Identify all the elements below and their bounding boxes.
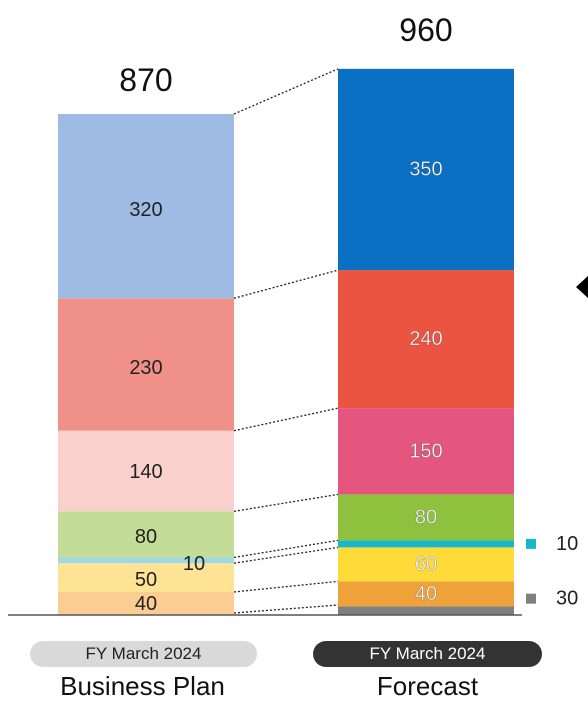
plan-value-label-5: 230 bbox=[129, 357, 162, 379]
connector-line-0 bbox=[233, 604, 339, 614]
connector-line-4 bbox=[233, 493, 339, 512]
side-marker-0 bbox=[526, 538, 536, 549]
plan-segment-0 bbox=[58, 591, 234, 615]
forecast-value-label-0: 40 bbox=[415, 583, 437, 605]
plan-value-label-2: 10 bbox=[183, 553, 205, 575]
connector-line-1 bbox=[233, 580, 339, 593]
side-label-1: 30 bbox=[556, 588, 578, 610]
plan-segment-4 bbox=[58, 430, 234, 512]
forecast-value-label-4: 240 bbox=[409, 328, 442, 350]
plan-period-pill: FY March 2024 bbox=[30, 641, 257, 667]
forecast-period-pill: FY March 2024 bbox=[313, 641, 542, 667]
side-label-0: 10 bbox=[556, 533, 578, 555]
plan-segment-5 bbox=[58, 298, 234, 431]
plan-value-label-3: 80 bbox=[135, 526, 157, 548]
plan-value-label-4: 140 bbox=[129, 461, 162, 483]
plan-value-label-1: 50 bbox=[135, 569, 157, 591]
connector-line-7 bbox=[233, 68, 339, 115]
side-marker-1 bbox=[526, 593, 536, 604]
forecast-column-title: Forecast bbox=[376, 671, 479, 701]
plan-segment-2 bbox=[58, 557, 234, 564]
forecast-total-label: 960 bbox=[399, 12, 452, 48]
plan-segment-6 bbox=[58, 114, 234, 299]
forecast-segment-2 bbox=[338, 540, 514, 548]
forecast-segment-0 bbox=[338, 581, 514, 607]
forecast-segment-4 bbox=[338, 408, 514, 495]
forecast-segment-gray bbox=[338, 606, 514, 615]
plan-total-label: 870 bbox=[119, 62, 172, 98]
forecast-value-label-2: 80 bbox=[415, 506, 437, 528]
connector-line-6 bbox=[233, 269, 339, 299]
forecast-value-label-1: 60 bbox=[415, 553, 437, 575]
forecast-segment-3 bbox=[338, 494, 514, 541]
connector-line-5 bbox=[233, 407, 339, 432]
forecast-value-label-5: 350 bbox=[409, 159, 442, 181]
plan-column-title: Business Plan bbox=[60, 671, 225, 701]
plan-segment-3 bbox=[58, 511, 234, 558]
plan-segment-1 bbox=[58, 563, 234, 592]
forecast-value-label-3: 150 bbox=[409, 440, 442, 462]
connector-line-3 bbox=[233, 539, 339, 559]
forecast-segment-1 bbox=[338, 547, 514, 582]
plan-value-label-6: 320 bbox=[129, 199, 162, 221]
pointer-arrow-head-icon bbox=[576, 276, 588, 298]
connector-line-2 bbox=[233, 546, 339, 564]
forecast-segment-6 bbox=[338, 68, 514, 271]
forecast-segment-5 bbox=[338, 270, 514, 409]
plan-value-label-0: 40 bbox=[135, 593, 157, 615]
